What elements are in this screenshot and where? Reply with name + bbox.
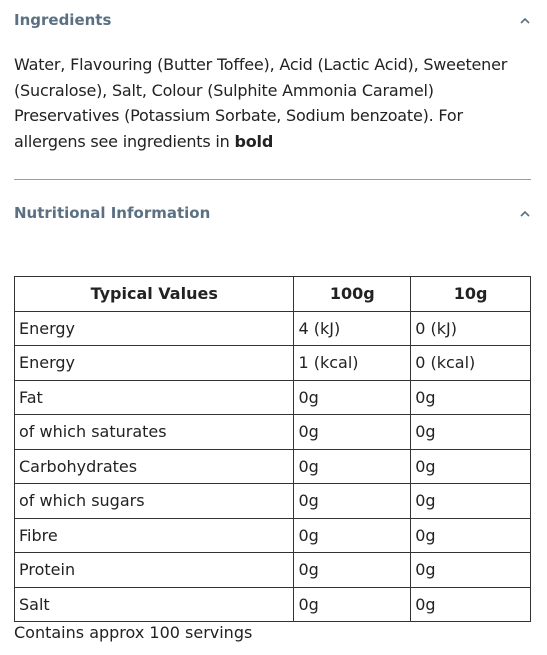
table-cell: of which saturates (13, 414, 295, 450)
table-row: of which saturates 0g 0g (13, 414, 531, 450)
table-cell: 0g (293, 586, 412, 622)
table-row: Energy 1 (kcal) 0 (kcal) (13, 345, 531, 381)
table-cell: Energy (13, 310, 295, 346)
section-title: Nutritional Information (14, 204, 211, 222)
table-cell: Energy (13, 345, 295, 381)
header-row: Typical Values 100g 10g (13, 276, 531, 312)
header-cell: 100g (293, 276, 412, 312)
table-cell: 0g (410, 517, 531, 553)
divider (14, 179, 531, 180)
table-cell: Salt (13, 586, 295, 622)
ingredients-header[interactable]: Ingredients (14, 8, 531, 32)
table-cell: 0g (410, 414, 531, 450)
table-cell: 0g (410, 586, 531, 622)
table-row: of which sugars 0g 0g (13, 483, 531, 519)
table-row: Carbohydrates 0g 0g (13, 448, 531, 484)
table-cell: 0g (410, 379, 531, 415)
table-cell: Fibre (13, 517, 295, 553)
bold-word: bold (234, 132, 274, 152)
nutrition-header[interactable]: Nutritional Information (14, 201, 531, 225)
chevron-up (520, 210, 530, 217)
table-cell: 0g (410, 552, 531, 588)
header-cell: Typical Values (13, 276, 295, 312)
table-cell: 0g (410, 483, 531, 519)
table-cell: 1 (kcal) (293, 345, 412, 381)
table-cell: 0g (293, 379, 412, 415)
table-cell: 0 (kcal) (410, 345, 531, 381)
table-cell: 0g (293, 552, 412, 588)
table-cell: of which sugars (13, 483, 295, 519)
section-title: Ingredients (14, 11, 112, 29)
table-cell: Fat (13, 379, 295, 415)
table-row: Fat 0g 0g (13, 379, 531, 415)
servings-note: Contains approx 100 servings (14, 623, 253, 642)
table-row: Energy 4 (kJ) 0 (kJ) (13, 310, 531, 346)
table-cell: 4 (kJ) (293, 310, 412, 346)
header-cell: 10g (410, 276, 531, 312)
table-cell: 0g (293, 483, 412, 519)
table-row: Protein 0g 0g (13, 552, 531, 588)
table-cell: 0 (kJ) (410, 310, 531, 346)
table-row: Fibre 0g 0g (13, 517, 531, 553)
ingredients-text: Water, Flavouring (Butter Toffee), Acid … (14, 52, 534, 155)
table-cell: Carbohydrates (13, 448, 295, 484)
table-cell: 0g (293, 414, 412, 450)
chevron-up (520, 17, 530, 24)
table-row: Salt 0g 0g (13, 586, 531, 622)
ingredients-list: Water, Flavouring (Butter Toffee), Acid … (14, 55, 508, 152)
table-cell: 0g (293, 517, 412, 553)
table-cell: 0g (293, 448, 412, 484)
nutrition-table: Typical Values 100g 10g Energy 4 (kJ) 0 (kJ)… (13, 276, 531, 622)
table-cell: 0g (410, 448, 531, 484)
table-cell: Protein (13, 552, 295, 588)
